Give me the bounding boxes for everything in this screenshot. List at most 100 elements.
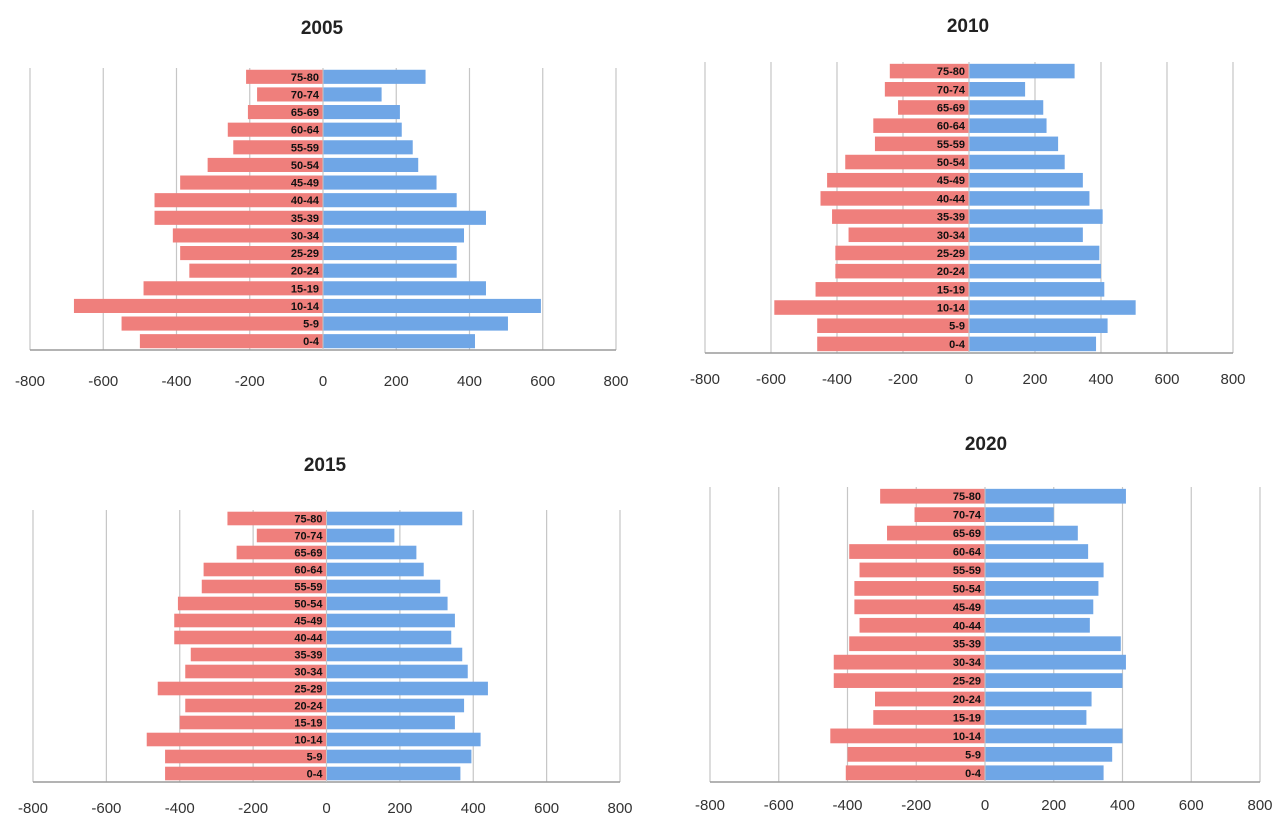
category-label: 50-54 [953, 583, 982, 595]
bar-right [985, 673, 1123, 688]
x-tick-label: -800 [15, 373, 45, 390]
category-label: 10-14 [937, 303, 966, 315]
x-tick-label: -600 [764, 797, 794, 814]
bar-left [847, 746, 985, 762]
bar-right [326, 630, 452, 645]
bar-right [969, 191, 1090, 206]
x-tick-label: -400 [161, 373, 191, 390]
x-tick-label: 800 [1247, 797, 1272, 814]
bar-right [323, 298, 541, 313]
bar-left [165, 766, 327, 781]
x-tick-label: 200 [387, 800, 412, 817]
bar-right [323, 175, 437, 190]
bar-left [874, 136, 969, 152]
bar-left [835, 245, 969, 261]
category-label: 20-24 [291, 266, 320, 278]
bar-left [845, 765, 985, 781]
chart-title: 2005 [301, 18, 344, 39]
bar-right [985, 746, 1113, 762]
bar-right [969, 172, 1083, 188]
category-label: 75-80 [294, 514, 322, 526]
bar-right [969, 282, 1105, 297]
category-label: 65-69 [291, 107, 319, 119]
category-label: 45-49 [294, 616, 322, 628]
bar-left [247, 105, 323, 120]
bar-left [246, 69, 323, 84]
chart-title: 2010 [947, 16, 989, 37]
bar-right [969, 100, 1044, 115]
category-label: 45-49 [291, 178, 319, 190]
bar-left [172, 228, 323, 243]
bar-right [323, 69, 426, 84]
bar-left [73, 298, 323, 313]
bar-left [189, 263, 323, 278]
bar-left [845, 154, 969, 170]
population-pyramid-2010: 2010 -800 -600 -400 -200 0 200 400 600 800 0-4 5-9 1… [690, 16, 1246, 388]
category-label: 40-44 [953, 620, 982, 632]
bar-right [326, 681, 488, 696]
bar-right [969, 318, 1108, 333]
category-label: 0-4 [949, 339, 966, 351]
category-label: 35-39 [953, 639, 981, 651]
category-label: 70-74 [953, 510, 982, 522]
x-tick-label: 400 [461, 800, 486, 817]
x-tick-label: 400 [1110, 797, 1135, 814]
bar-right [985, 562, 1104, 578]
x-tick-label: -600 [756, 371, 786, 388]
bar-right [323, 140, 413, 155]
x-tick-label: -200 [235, 373, 265, 390]
bar-left [207, 157, 323, 172]
bar-left [174, 613, 327, 628]
bar-right [969, 263, 1101, 279]
category-label: 10-14 [953, 731, 982, 743]
bar-left [889, 63, 969, 79]
category-label: 5-9 [949, 321, 965, 333]
x-tick-label: -400 [832, 797, 862, 814]
category-label: 5-9 [307, 752, 323, 764]
bar-right [326, 613, 455, 628]
bar-left [817, 336, 969, 352]
bar-left [157, 681, 327, 696]
bar-right [326, 766, 461, 781]
x-tick-label: 600 [534, 800, 559, 817]
bar-right [323, 334, 475, 349]
bar-left [833, 673, 985, 688]
bar-right [323, 246, 457, 261]
bar-left [880, 488, 985, 504]
x-tick-label: -200 [888, 371, 918, 388]
category-label: 45-49 [953, 602, 981, 614]
bar-left [830, 728, 985, 744]
bar-right [326, 528, 395, 543]
bar-left [859, 562, 985, 578]
bar-left [884, 82, 969, 97]
bar-right [326, 647, 463, 662]
bar-right [323, 228, 465, 243]
bar-right [969, 154, 1065, 170]
x-tick-label: 600 [1179, 797, 1204, 814]
category-label: 50-54 [937, 157, 966, 169]
bar-right [326, 664, 468, 679]
bar-right [323, 316, 508, 331]
bar-left [849, 544, 985, 559]
bar-right [969, 300, 1136, 315]
bar-left [854, 599, 985, 615]
category-label: 15-19 [294, 718, 322, 730]
bar-left [227, 122, 323, 137]
category-label: 70-74 [291, 89, 320, 101]
x-tick-label: 800 [1220, 371, 1245, 388]
category-label: 30-34 [291, 230, 320, 242]
bar-left [849, 636, 985, 652]
bar-left [835, 263, 969, 279]
bar-left [177, 596, 327, 611]
bar-right [969, 209, 1103, 224]
bar-left [887, 525, 985, 541]
bar-right [326, 698, 465, 713]
x-tick-label: -600 [88, 373, 118, 390]
category-label: 55-59 [291, 142, 319, 154]
bar-left [898, 100, 969, 115]
category-label: 75-80 [291, 72, 319, 84]
bar-right [326, 511, 463, 526]
category-label: 20-24 [937, 266, 966, 278]
bar-right [323, 281, 486, 296]
bar-left [179, 715, 327, 730]
